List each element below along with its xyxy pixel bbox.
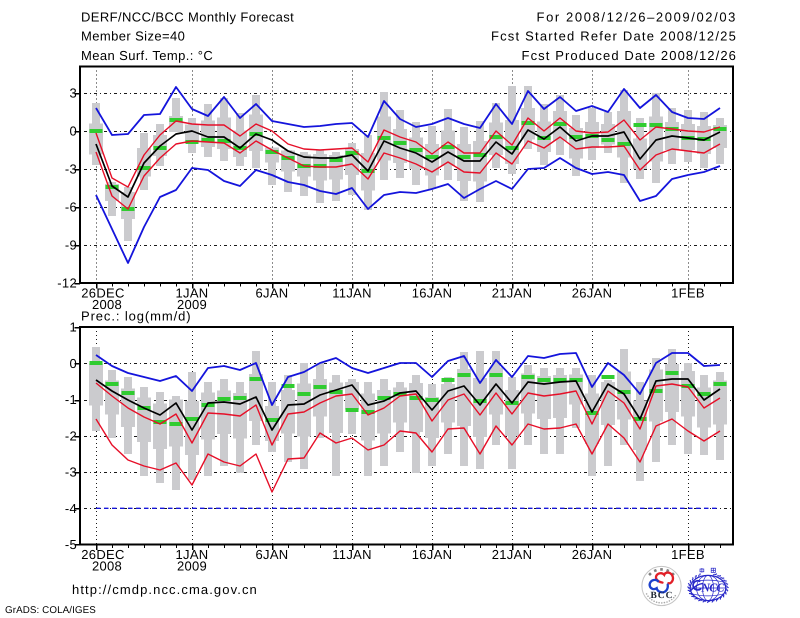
svg-text:-9: -9 [65, 238, 77, 253]
svg-text:NCC: NCC [700, 581, 725, 595]
svg-text:Fcst Started Refer Date 2008/1: Fcst Started Refer Date 2008/12/25 [491, 29, 737, 44]
svg-text:21JAN: 21JAN [492, 286, 533, 301]
svg-text:26DEC: 26DEC [81, 286, 124, 301]
svg-text:DERF/NCC/BCC Monthly Forecast: DERF/NCC/BCC Monthly Forecast [81, 10, 294, 25]
svg-text:Prec.: log(mm/d): Prec.: log(mm/d) [81, 309, 191, 324]
svg-text:2008: 2008 [92, 297, 122, 312]
svg-text:Fcst Produced Date 2008/12/26: Fcst Produced Date 2008/12/26 [522, 48, 737, 63]
svg-text:GrADS: COLA/IGES: GrADS: COLA/IGES [5, 605, 96, 616]
svg-text:16JAN: 16JAN [412, 286, 453, 301]
svg-text:-1: -1 [65, 392, 77, 407]
svg-text:26JAN: 26JAN [572, 547, 613, 562]
svg-text:2009: 2009 [177, 297, 207, 312]
svg-text:26DEC: 26DEC [81, 547, 124, 562]
svg-text:-12: -12 [57, 276, 77, 291]
svg-text:Member Size=40: Member Size=40 [81, 29, 185, 44]
svg-text:1FEB: 1FEB [671, 286, 705, 301]
svg-text:1: 1 [69, 320, 77, 335]
svg-text:0: 0 [69, 124, 77, 139]
svg-text:21JAN: 21JAN [492, 547, 533, 562]
svg-text:6JAN: 6JAN [256, 547, 289, 562]
svg-text:2008: 2008 [92, 559, 122, 574]
svg-text:-3: -3 [65, 162, 77, 177]
svg-text:1JAN: 1JAN [176, 547, 209, 562]
svg-text:For 2008/12/26–2009/02/03: For 2008/12/26–2009/02/03 [537, 10, 737, 25]
svg-text:26JAN: 26JAN [572, 286, 613, 301]
svg-text:Mean Surf. Temp.: °C: Mean Surf. Temp.: °C [81, 48, 213, 63]
svg-text:-6: -6 [65, 200, 77, 215]
svg-text:http://cmdp.ncc.cma.gov.cn: http://cmdp.ncc.cma.gov.cn [72, 582, 258, 597]
svg-text:11JAN: 11JAN [332, 547, 372, 562]
svg-text:-2: -2 [65, 428, 77, 443]
svg-text:0: 0 [69, 356, 77, 371]
svg-text:1JAN: 1JAN [176, 286, 209, 301]
svg-text:BCC: BCC [650, 591, 673, 601]
svg-text:-4: -4 [65, 501, 77, 516]
svg-text:2009: 2009 [177, 559, 207, 574]
svg-text:16JAN: 16JAN [412, 547, 453, 562]
svg-text:11JAN: 11JAN [332, 286, 372, 301]
svg-text:3: 3 [69, 86, 77, 101]
svg-text:6JAN: 6JAN [256, 286, 289, 301]
svg-text:-5: -5 [65, 537, 77, 552]
svg-text:-3: -3 [65, 465, 77, 480]
svg-text:1FEB: 1FEB [671, 547, 705, 562]
